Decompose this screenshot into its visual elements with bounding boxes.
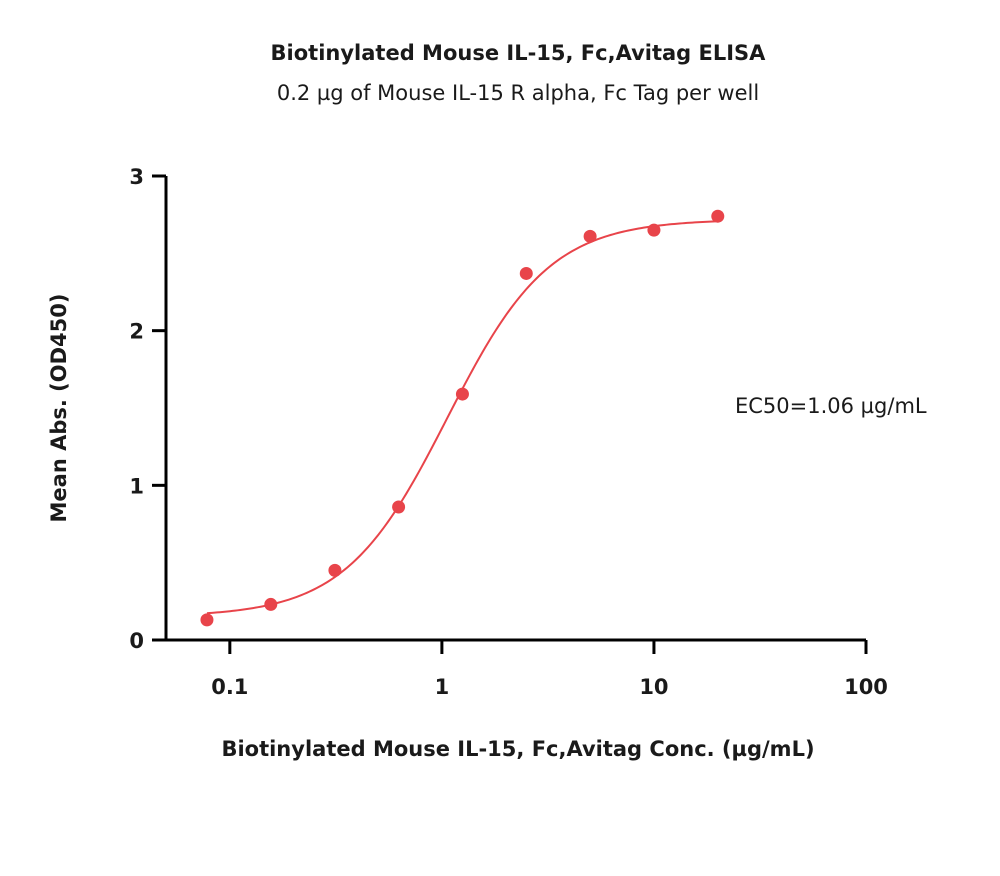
data-point <box>647 223 661 237</box>
data-point <box>392 500 406 514</box>
chart-title: Biotinylated Mouse IL-15, Fc,Avitag ELIS… <box>271 41 767 65</box>
x-tick-label: 0.1 <box>211 675 248 699</box>
data-point <box>519 266 533 280</box>
y-tick-label: 1 <box>129 474 144 498</box>
data-point <box>264 597 278 611</box>
y-tick-label: 0 <box>129 629 144 653</box>
x-tick-label: 1 <box>435 675 450 699</box>
x-tick-label: 10 <box>639 675 668 699</box>
fit-curve <box>206 220 718 615</box>
x-axis-label: Biotinylated Mouse IL-15, Fc,Avitag Conc… <box>221 737 814 761</box>
data-point <box>583 229 597 243</box>
data-point <box>328 563 342 577</box>
data-point <box>711 209 725 223</box>
plot-area: 0 1 2 3 0.1 1 10 100 <box>129 165 888 699</box>
data-point <box>455 387 469 401</box>
data-point <box>200 613 214 627</box>
y-tick-label: 3 <box>129 165 144 189</box>
y-axis-label: Mean Abs. (OD450) <box>47 294 71 523</box>
x-tick-label: 100 <box>844 675 888 699</box>
chart-subtitle: 0.2 µg of Mouse IL-15 R alpha, Fc Tag pe… <box>277 81 759 105</box>
ec50-annotation: EC50=1.06 µg/mL <box>735 394 927 418</box>
y-tick-label: 2 <box>129 320 144 344</box>
